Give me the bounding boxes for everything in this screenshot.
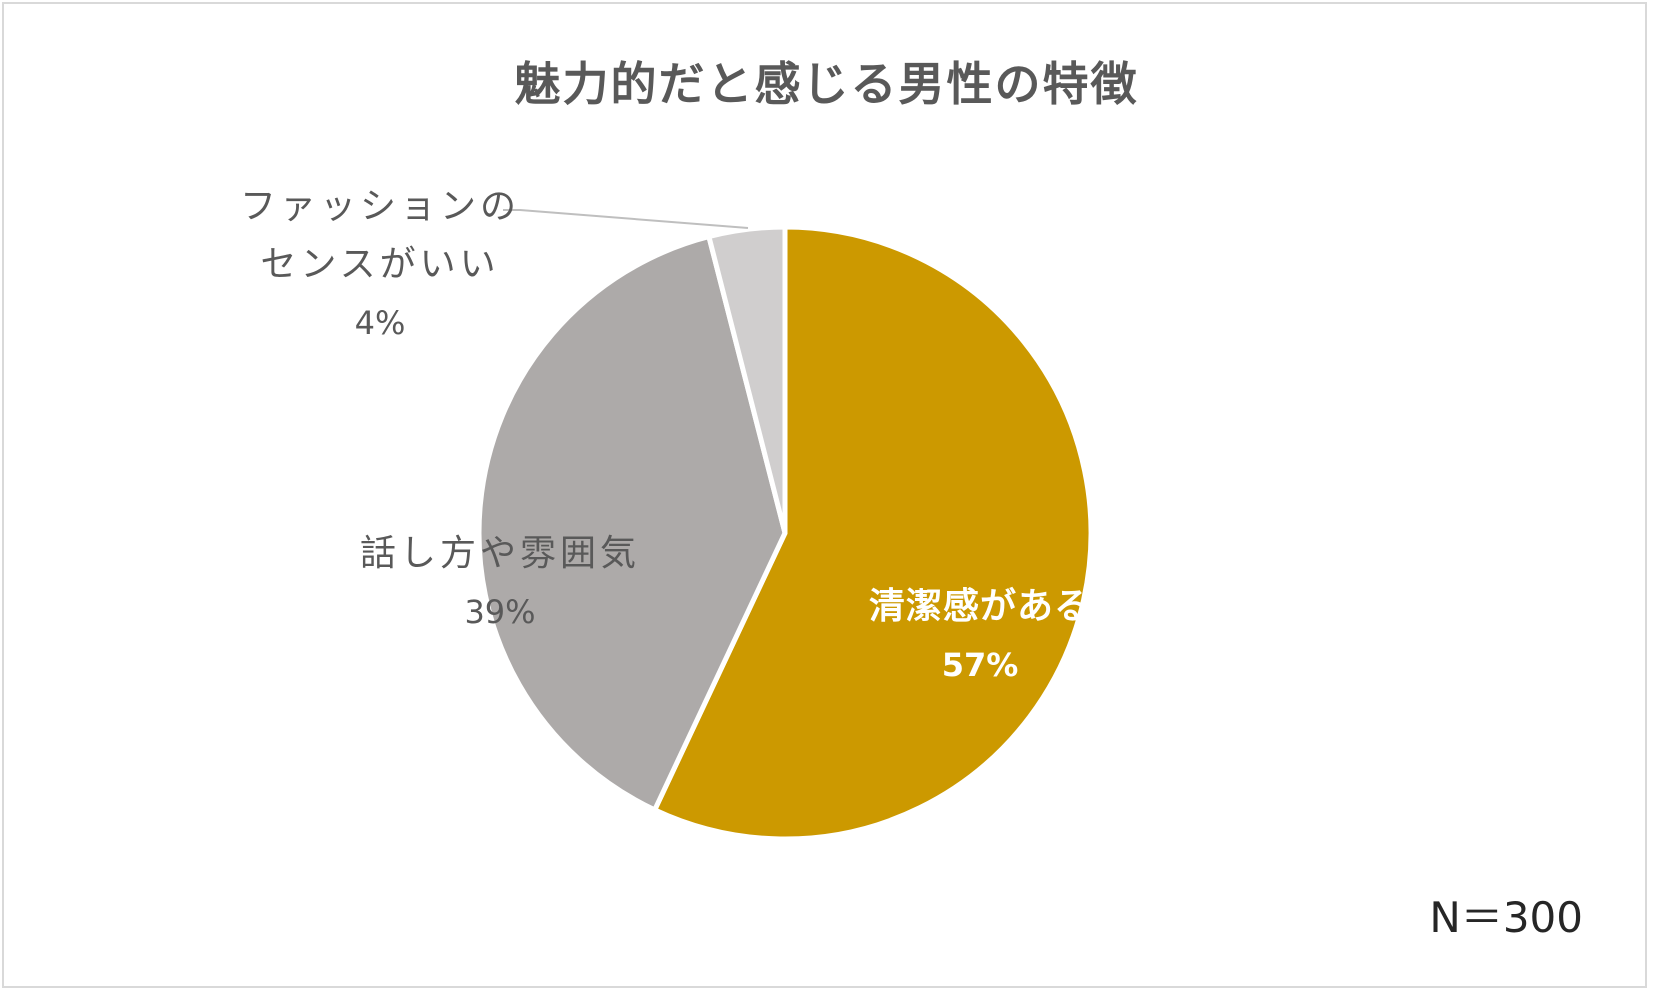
slice-name-fashion-line2: センスがいい (260, 244, 500, 285)
slice-label-clean: 清潔感がある 57% (830, 578, 1130, 694)
pie-slice-fashion (706, 224, 788, 536)
slice-name-clean: 清潔感がある (868, 586, 1091, 627)
slice-name-talk: 話し方や雰囲気 (359, 533, 640, 574)
slice-pct-clean: 57% (941, 646, 1019, 684)
pie-slice-talk (476, 234, 788, 813)
pie-slice-clean (652, 224, 1094, 842)
slice-pct-fashion: 4% (354, 304, 406, 342)
chart-title: 魅力的だと感じる男性の特徴 (514, 57, 1139, 111)
leader-line-fashion (503, 209, 749, 229)
slice-label-talk: 話し方や雰囲気 39% (330, 525, 670, 641)
slice-label-fashion: ファッションの センスがいい 4% (200, 178, 560, 352)
slice-name-fashion-line1: ファッションの (239, 186, 520, 227)
slice-pct-talk: 39% (464, 593, 536, 631)
sample-size-note: N＝300 (1429, 893, 1583, 942)
